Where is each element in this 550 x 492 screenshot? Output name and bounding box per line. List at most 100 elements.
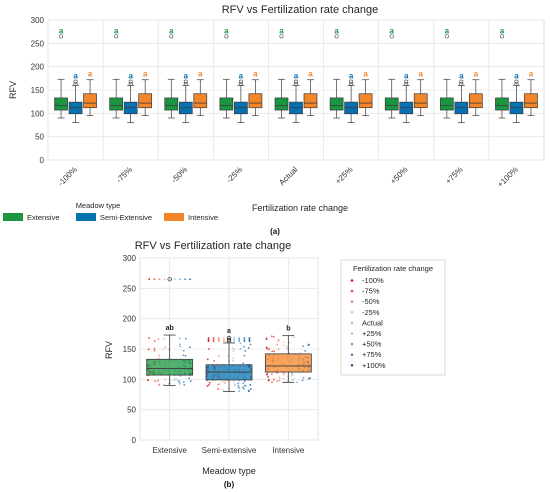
jitter-point (249, 343, 252, 346)
chart-a-y-tick: 200 (31, 63, 45, 72)
outlier-jitter-point (243, 339, 246, 341)
jitter-point (285, 345, 288, 348)
jitter-point (179, 343, 181, 346)
chart-a-y-tick: 0 (40, 156, 45, 165)
jitter-point (278, 376, 281, 379)
jitter-point (283, 341, 285, 344)
chart-a-box-intensive: a (193, 70, 208, 117)
jitter-point (177, 379, 180, 382)
chart-a-box-intensive: a (83, 70, 97, 117)
jitter-point (184, 354, 187, 357)
significance-letter: a (128, 72, 133, 81)
chart-a-legend-title: Meadow type (76, 201, 121, 210)
jitter-point (291, 372, 293, 374)
significance-letter: a (224, 26, 229, 35)
jitter-point (283, 373, 286, 376)
outlier-point (349, 81, 354, 86)
chart-a-box-intensive: a (413, 70, 428, 117)
box-body (495, 97, 509, 111)
outlier-point (404, 81, 409, 86)
jitter-point (277, 348, 280, 351)
jitter-point (153, 340, 156, 343)
jitter-point (282, 344, 285, 347)
chart-a-box-intensive: a (524, 70, 538, 117)
outlier-point (459, 81, 464, 86)
chart-b-y-tick: 200 (123, 315, 137, 324)
jitter-point (167, 382, 170, 385)
chart-a-title: RFV vs Fertilization rate change (222, 4, 379, 16)
outlier-jitter-point (222, 337, 225, 339)
outlier-jitter-point (178, 278, 181, 281)
chart-b-x-ticks: Extensive Semi-extensive Intensive (152, 446, 305, 455)
outlier-jitter-point (173, 278, 176, 281)
chart-b-y-tick: 150 (123, 345, 137, 354)
chart-a-grid (47, 19, 544, 161)
outlier-point (459, 79, 464, 84)
jitter-point (153, 347, 156, 350)
legend-marker (350, 342, 354, 346)
chart-a-y-ticks: 0 50 100 150 200 250 300 (31, 16, 45, 165)
chart-a-x-tick: +100% (496, 165, 520, 189)
legend-entry: Intensive (188, 213, 218, 222)
chart-b-x-label: Meadow type (202, 466, 256, 476)
significance-letter: a (404, 72, 409, 81)
chart-b-box-semi-extensive: a (205, 328, 253, 392)
chart-a-box-semi-extensive: a (509, 72, 524, 124)
outlier-jitter-point (248, 337, 251, 339)
jitter-point (237, 382, 239, 385)
jitter-point (265, 338, 268, 341)
jitter-point (232, 379, 235, 382)
legend-entry: -50% (362, 297, 380, 306)
outlier-jitter-point (238, 339, 241, 341)
legend-entry: Semi-Extensive (100, 213, 152, 222)
jitter-point (157, 380, 159, 383)
jitter-point (184, 337, 187, 340)
chart-a-box-semi-extensive: a (178, 72, 193, 124)
legend-entry: +50% (362, 340, 382, 349)
legend-marker (350, 353, 354, 357)
jitter-point (249, 388, 252, 390)
chart-a-box-extensive: a (329, 26, 344, 119)
jitter-point (182, 381, 185, 383)
outlier-jitter-point (222, 339, 225, 341)
jitter-point (271, 373, 273, 376)
subfigure-b-label: (b) (224, 480, 235, 489)
jitter-point (248, 390, 250, 393)
significance-letter: a (143, 70, 148, 79)
jitter-point (147, 379, 150, 382)
chart-a-y-tick: 150 (31, 86, 45, 95)
jitter-point (308, 343, 310, 346)
significance-letter: a (445, 26, 450, 35)
jitter-point (237, 386, 240, 389)
chart-b-box-intensive: b (264, 326, 312, 383)
chart-a-x-tick: -75% (115, 165, 135, 185)
chart-b-boxes: ab a b (146, 277, 312, 392)
jitter-point (154, 380, 157, 383)
legend-swatch (164, 213, 184, 221)
jitter-point (233, 348, 236, 351)
outlier-point (238, 81, 243, 86)
legend-marker (350, 332, 354, 335)
jitter-point (188, 346, 191, 349)
significance-letter: a (389, 26, 394, 35)
jitter-point (243, 345, 245, 348)
jitter-point (273, 350, 276, 353)
jitter-point (232, 357, 234, 360)
outlier-point (293, 81, 298, 86)
significance-letter: a (529, 70, 534, 79)
jitter-point (174, 378, 177, 380)
outlier-jitter-point (233, 337, 236, 339)
outlier-point (226, 337, 232, 343)
chart-a-y-tick: 250 (31, 39, 45, 48)
outlier-point (293, 79, 298, 84)
chart-a-x-tick: Actual (277, 165, 299, 187)
jitter-point (188, 377, 191, 380)
outlier-jitter-point (217, 339, 220, 341)
jitter-point (217, 355, 220, 357)
jitter-point (276, 372, 278, 375)
chart-a-box-intensive: a (303, 70, 318, 117)
outlier-point (128, 79, 133, 84)
chart-a-y-tick: 50 (35, 133, 44, 142)
box-body (274, 97, 289, 111)
jitter-point (182, 354, 185, 357)
